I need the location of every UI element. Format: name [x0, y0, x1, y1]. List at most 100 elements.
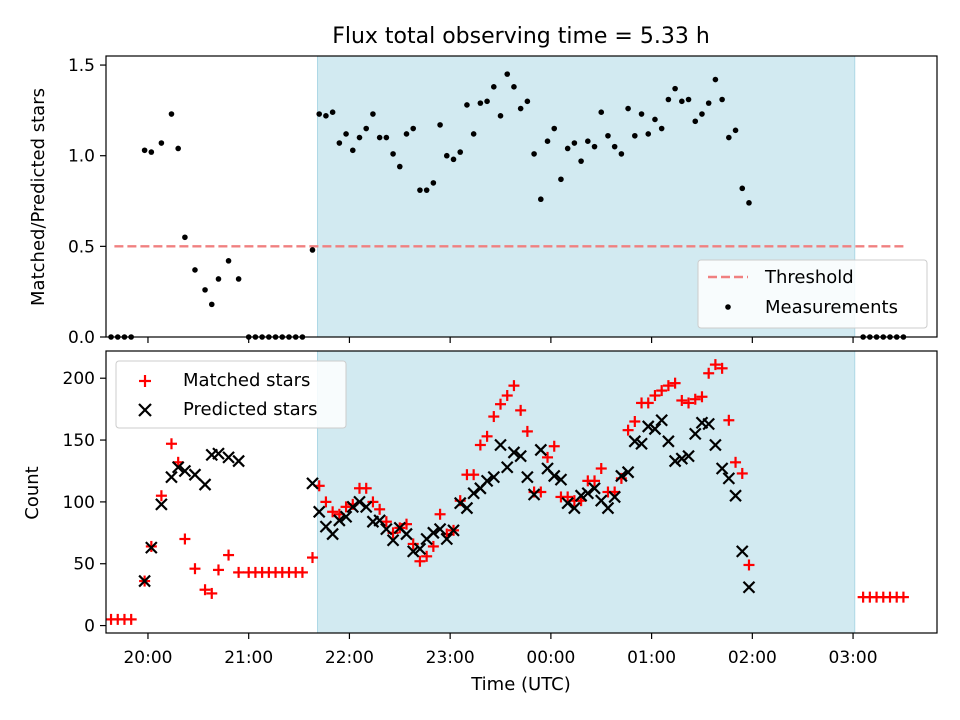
measurement-point: [470, 131, 477, 137]
predicted-point: [406, 545, 420, 558]
measurement-point: [732, 127, 739, 134]
measurement-point: [443, 152, 450, 159]
predicted-point: [447, 524, 460, 537]
matched-point: [481, 430, 493, 442]
matched-point: [199, 584, 211, 596]
predicted-point: [715, 462, 729, 475]
matched-point: [703, 367, 715, 379]
predicted-point: [682, 449, 695, 463]
matched-point: [155, 490, 167, 502]
threshold-legend-label: Threshold: [764, 267, 854, 288]
y-tick-label: 150: [63, 431, 95, 451]
y-tick-label: 0: [84, 617, 95, 637]
predicted-point: [178, 464, 192, 478]
y-tick-label: 0.0: [68, 328, 95, 348]
predicted-point: [359, 500, 373, 514]
measurement-point: [652, 116, 658, 123]
measurement-point: [605, 132, 611, 139]
predicted-point: [608, 490, 621, 504]
matched-point: [233, 566, 245, 578]
measurement-point: [484, 98, 490, 105]
measurement-point: [598, 109, 605, 115]
measurement-points: [108, 71, 907, 340]
predicted-legend-marker: [138, 403, 152, 417]
ratio-panel-frame: [105, 55, 938, 338]
measurement-point: [215, 276, 222, 282]
predicted-point: [655, 413, 668, 427]
predicted-point: [339, 510, 353, 524]
matched-point: [669, 377, 681, 389]
measurement-point: [450, 156, 457, 163]
count-legend: Matched stars Predicted stars: [115, 360, 347, 429]
predicted-point: [507, 446, 521, 459]
measurement-point: [403, 131, 410, 137]
measurement-point: [544, 138, 551, 145]
matched-point: [589, 475, 601, 487]
predicted-point: [487, 470, 501, 484]
measurement-point: [531, 151, 537, 157]
predicted-point: [561, 496, 574, 510]
y-tick-label: 1.5: [68, 56, 95, 76]
measurement-point: [370, 111, 376, 117]
measurement-point: [148, 149, 155, 155]
x-tick-label: 23:00: [426, 648, 475, 668]
measurement-point: [363, 125, 370, 132]
y-tick-label: 50: [73, 555, 95, 575]
predicted-point: [588, 482, 601, 495]
matched-point: [696, 391, 708, 403]
measurement-point: [464, 102, 470, 108]
measurement-point: [645, 131, 652, 137]
matched-point: [683, 397, 695, 409]
measurement-point: [192, 267, 198, 273]
predicted-point: [675, 452, 689, 465]
measurement-point: [692, 118, 699, 125]
predicted-point: [453, 496, 467, 510]
measurement-point: [437, 122, 443, 128]
matched-point: [223, 549, 235, 561]
measurement-point: [726, 134, 732, 141]
measurement-point: [168, 111, 175, 117]
measurement-point: [430, 180, 437, 186]
measurement-point: [349, 147, 356, 154]
predicted-point: [662, 435, 675, 448]
matched-point: [662, 380, 674, 392]
x-tick-label: 21:00: [224, 648, 273, 668]
predicted-point: [480, 474, 494, 488]
predicted-point: [554, 473, 568, 486]
predicted-point: [427, 526, 440, 540]
measurement-point: [679, 98, 685, 105]
predicted-point: [500, 460, 514, 474]
x-tick-label: 22:00: [325, 648, 374, 668]
predicted-point: [635, 437, 648, 451]
measurements-legend-marker: [725, 304, 731, 310]
matched-point: [642, 397, 654, 409]
predicted-point: [641, 420, 655, 433]
chart-title: Flux total observing time = 5.33 h: [332, 24, 710, 49]
measurement-point: [665, 96, 672, 103]
predicted-points: [138, 413, 756, 594]
predicted-point: [668, 454, 682, 468]
measurement-point: [511, 84, 517, 90]
predicted-point: [702, 417, 715, 431]
measurement-point: [477, 100, 484, 106]
x-tick-label: 01:00: [627, 648, 676, 668]
predicted-point: [547, 469, 561, 483]
measurement-point: [591, 143, 598, 150]
measurement-point: [417, 187, 423, 193]
predicted-point: [155, 498, 168, 511]
predicted-point: [212, 447, 225, 460]
measurement-point: [618, 151, 625, 157]
matched-point: [421, 550, 433, 562]
predicted-point: [188, 468, 202, 481]
x-tick-label: 00:00: [526, 648, 575, 668]
measurement-point: [524, 98, 531, 105]
x-axis-label: Time (UTC): [470, 674, 571, 695]
predicted-point: [165, 470, 178, 484]
predicted-point: [232, 454, 245, 468]
measurement-point: [497, 113, 504, 119]
ratio-x-ticks: [147, 337, 854, 343]
predicted-point: [742, 580, 756, 594]
predicted-point: [222, 451, 235, 464]
matched-point: [434, 508, 446, 520]
matched-point: [595, 463, 607, 474]
